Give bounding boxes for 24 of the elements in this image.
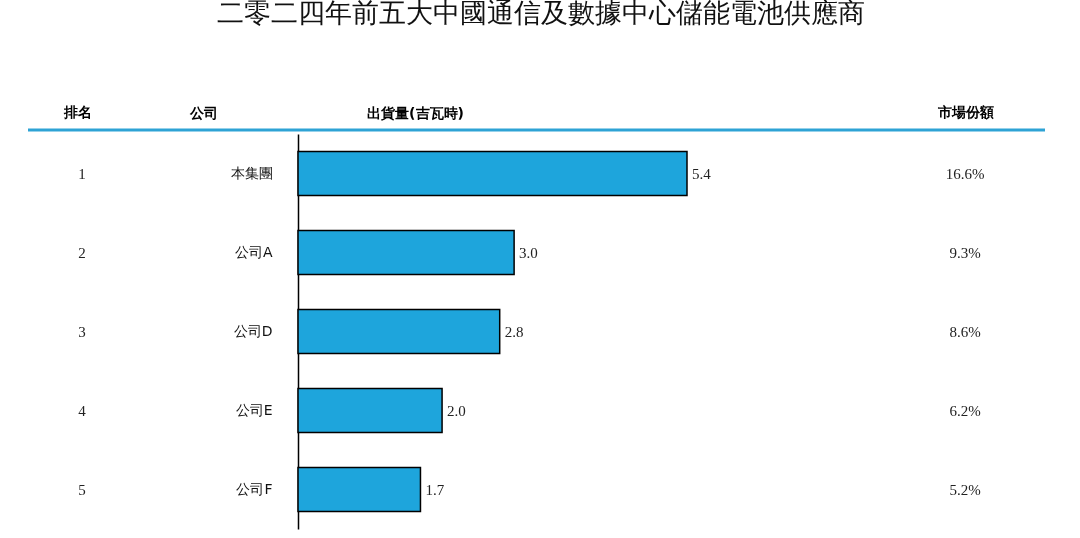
y-tick-label: 公司F [236, 480, 273, 497]
text: 16.6% [945, 165, 985, 182]
text: 1 [78, 165, 86, 182]
text: 6.2% [949, 402, 981, 419]
data-label: 5.4 [692, 165, 712, 182]
y-tick-label: 公司A [234, 243, 273, 260]
y-axis-title: 公司 [188, 104, 218, 121]
x-axis-title: 出貨量(吉瓦時) [367, 104, 464, 121]
data-label: 2.8 [504, 323, 524, 340]
text: 8.6% [949, 323, 981, 340]
y-tick-label: 本集團 [230, 164, 273, 181]
data-label: 3.0 [519, 244, 538, 261]
data-label: 2.0 [447, 402, 466, 419]
data-label: 1.7 [425, 481, 445, 498]
text: 2 [78, 244, 86, 261]
y-tick-label: 公司E [235, 401, 273, 418]
text: 5 [78, 481, 86, 498]
text: 5.2% [949, 481, 981, 498]
text: 4 [78, 402, 87, 419]
text: 排名 [63, 104, 92, 120]
text: 市場份額 [937, 104, 994, 120]
text: 3 [78, 323, 86, 340]
text: 9.3% [949, 244, 981, 261]
y-tick-label: 公司D [233, 322, 273, 339]
